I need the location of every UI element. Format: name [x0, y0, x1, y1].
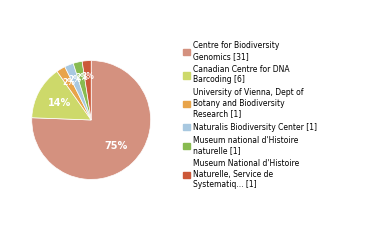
- Text: 75%: 75%: [105, 141, 128, 151]
- Wedge shape: [57, 67, 91, 120]
- Text: 2%: 2%: [68, 75, 81, 84]
- Legend: Centre for Biodiversity
Genomics [31], Canadian Centre for DNA
Barcoding [6], Un: Centre for Biodiversity Genomics [31], C…: [182, 41, 318, 190]
- Wedge shape: [65, 63, 91, 120]
- Wedge shape: [32, 71, 91, 120]
- Wedge shape: [32, 60, 150, 180]
- Wedge shape: [82, 60, 91, 120]
- Text: 14%: 14%: [48, 98, 71, 108]
- Wedge shape: [73, 61, 91, 120]
- Text: 2%: 2%: [63, 78, 76, 87]
- Text: 2%: 2%: [75, 73, 88, 82]
- Text: 3%: 3%: [81, 72, 94, 81]
